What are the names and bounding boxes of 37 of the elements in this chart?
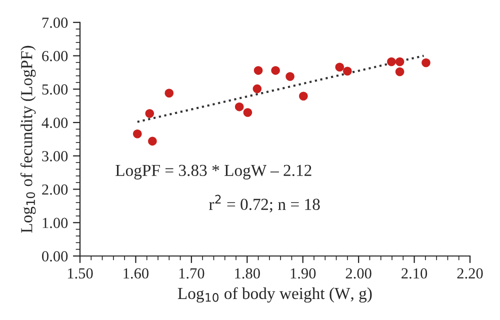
y-axis-title: Log$_{10}$ of fecundity (LogPF) (20, 46, 36, 233)
point (132, 129, 142, 138)
point (286, 72, 294, 81)
y-tick-label: 1.00 (42, 218, 68, 228)
x-tick-label: 1.90 (290, 268, 316, 279)
point (335, 62, 344, 72)
y-tick-label: 4.00 (42, 118, 68, 128)
point (243, 108, 252, 117)
point (343, 66, 352, 76)
point (395, 57, 404, 66)
y-tick-label: 0.00 (42, 251, 68, 262)
point (164, 88, 174, 98)
point (395, 67, 404, 76)
x-axis-title: Log$_{10}$ of body weight (W, g) (178, 287, 372, 303)
y-tick-label: 2.00 (42, 184, 68, 195)
x-tick-label: 1.80 (235, 268, 260, 279)
point (271, 66, 280, 75)
point (254, 66, 263, 75)
x-tick-label: 1.60 (124, 268, 148, 279)
x-tick-label: 2.10 (402, 268, 428, 279)
point (299, 92, 308, 101)
y-tick-label: 3.00 (42, 151, 68, 162)
y-tick-label: 5.00 (42, 84, 68, 95)
point (422, 58, 430, 68)
point (148, 136, 157, 146)
annotation: LogPF = 3.83 * LogW – 2.12 (116, 164, 312, 180)
y-tick-label: 7.00 (42, 18, 68, 28)
point (145, 109, 154, 118)
x-tick-label: 1.50 (68, 268, 93, 279)
x-tick-label: 2.20 (457, 268, 483, 279)
x-tick-label: 2.00 (346, 268, 372, 279)
point (252, 84, 262, 94)
y-tick-label: 6.00 (42, 50, 68, 62)
point (387, 57, 396, 66)
annotation: r$^{2}$ = 0.72; n = 18 (209, 194, 320, 212)
x-tick-label: 1.70 (179, 268, 204, 279)
point (234, 102, 244, 112)
